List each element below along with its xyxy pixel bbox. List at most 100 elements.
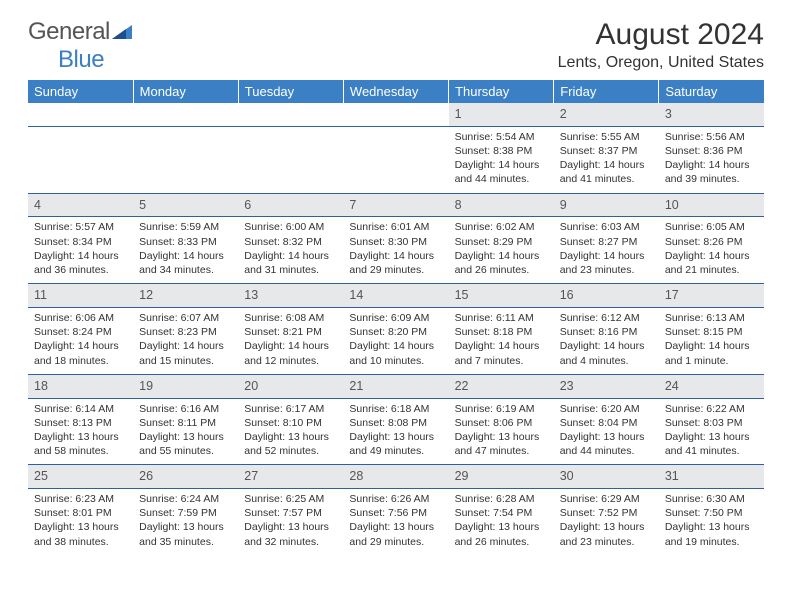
sunrise-text: Sunrise: 6:22 AM [665, 402, 758, 416]
sunset-text: Sunset: 8:30 PM [349, 235, 442, 249]
daylight1-text: Daylight: 13 hours [139, 520, 232, 534]
daylight1-text: Daylight: 14 hours [139, 249, 232, 263]
day-cell: Sunrise: 6:07 AMSunset: 8:23 PMDaylight:… [133, 308, 238, 375]
sunset-text: Sunset: 8:01 PM [34, 506, 127, 520]
sunrise-text: Sunrise: 6:02 AM [455, 220, 548, 234]
daylight2-text: and 1 minute. [665, 354, 758, 368]
day-number-cell: 6 [238, 193, 343, 217]
daylight1-text: Daylight: 13 hours [34, 520, 127, 534]
day-number-cell: 5 [133, 193, 238, 217]
week-number-row: 25262728293031 [28, 465, 764, 489]
day-header: Sunday [28, 80, 133, 103]
daylight1-text: Daylight: 14 hours [139, 339, 232, 353]
week-content-row: Sunrise: 6:14 AMSunset: 8:13 PMDaylight:… [28, 398, 764, 465]
sunset-text: Sunset: 7:54 PM [455, 506, 548, 520]
daylight2-text: and 47 minutes. [455, 444, 548, 458]
daylight1-text: Daylight: 14 hours [244, 339, 337, 353]
sunset-text: Sunset: 8:13 PM [34, 416, 127, 430]
sunrise-text: Sunrise: 5:56 AM [665, 130, 758, 144]
day-cell: Sunrise: 6:20 AMSunset: 8:04 PMDaylight:… [554, 398, 659, 465]
sunset-text: Sunset: 8:29 PM [455, 235, 548, 249]
sunrise-text: Sunrise: 6:03 AM [560, 220, 653, 234]
day-cell [343, 126, 448, 193]
sunset-text: Sunset: 8:18 PM [455, 325, 548, 339]
sunset-text: Sunset: 8:08 PM [349, 416, 442, 430]
sunrise-text: Sunrise: 6:17 AM [244, 402, 337, 416]
sunrise-text: Sunrise: 6:19 AM [455, 402, 548, 416]
sunset-text: Sunset: 8:15 PM [665, 325, 758, 339]
daylight1-text: Daylight: 13 hours [349, 430, 442, 444]
sunset-text: Sunset: 8:20 PM [349, 325, 442, 339]
daylight2-text: and 7 minutes. [455, 354, 548, 368]
sunset-text: Sunset: 8:24 PM [34, 325, 127, 339]
day-number-cell: 3 [659, 103, 764, 126]
daylight1-text: Daylight: 13 hours [34, 430, 127, 444]
day-cell: Sunrise: 6:23 AMSunset: 8:01 PMDaylight:… [28, 489, 133, 555]
day-cell: Sunrise: 6:18 AMSunset: 8:08 PMDaylight:… [343, 398, 448, 465]
day-number-cell: 31 [659, 465, 764, 489]
sunrise-text: Sunrise: 6:13 AM [665, 311, 758, 325]
sunrise-text: Sunrise: 5:54 AM [455, 130, 548, 144]
daylight2-text: and 36 minutes. [34, 263, 127, 277]
day-number-cell: 9 [554, 193, 659, 217]
sunrise-text: Sunrise: 6:12 AM [560, 311, 653, 325]
sunset-text: Sunset: 8:33 PM [139, 235, 232, 249]
sunrise-text: Sunrise: 6:06 AM [34, 311, 127, 325]
day-cell: Sunrise: 6:30 AMSunset: 7:50 PMDaylight:… [659, 489, 764, 555]
day-number-cell [133, 103, 238, 126]
daylight1-text: Daylight: 13 hours [349, 520, 442, 534]
logo-word1: General [28, 18, 110, 45]
day-number-cell: 26 [133, 465, 238, 489]
week-content-row: Sunrise: 6:23 AMSunset: 8:01 PMDaylight:… [28, 489, 764, 555]
sunset-text: Sunset: 8:34 PM [34, 235, 127, 249]
daylight2-text: and 41 minutes. [560, 172, 653, 186]
day-number-cell: 17 [659, 284, 764, 308]
day-cell: Sunrise: 6:00 AMSunset: 8:32 PMDaylight:… [238, 217, 343, 284]
day-number-cell: 23 [554, 374, 659, 398]
day-number-cell: 1 [449, 103, 554, 126]
month-title: August 2024 [558, 18, 764, 52]
sunrise-text: Sunrise: 6:20 AM [560, 402, 653, 416]
sunrise-text: Sunrise: 6:26 AM [349, 492, 442, 506]
sunrise-text: Sunrise: 6:18 AM [349, 402, 442, 416]
daylight1-text: Daylight: 14 hours [665, 158, 758, 172]
day-cell: Sunrise: 5:55 AMSunset: 8:37 PMDaylight:… [554, 126, 659, 193]
daylight2-text: and 29 minutes. [349, 263, 442, 277]
day-number-cell: 25 [28, 465, 133, 489]
day-cell: Sunrise: 5:56 AMSunset: 8:36 PMDaylight:… [659, 126, 764, 193]
daylight1-text: Daylight: 13 hours [665, 520, 758, 534]
daylight2-text: and 58 minutes. [34, 444, 127, 458]
sunset-text: Sunset: 8:23 PM [139, 325, 232, 339]
daylight1-text: Daylight: 14 hours [455, 339, 548, 353]
day-cell: Sunrise: 6:17 AMSunset: 8:10 PMDaylight:… [238, 398, 343, 465]
sunset-text: Sunset: 7:50 PM [665, 506, 758, 520]
daylight2-text: and 32 minutes. [244, 535, 337, 549]
daylight2-text: and 34 minutes. [139, 263, 232, 277]
day-number-cell: 27 [238, 465, 343, 489]
sunset-text: Sunset: 8:11 PM [139, 416, 232, 430]
day-number-cell: 16 [554, 284, 659, 308]
day-cell: Sunrise: 6:28 AMSunset: 7:54 PMDaylight:… [449, 489, 554, 555]
day-cell: Sunrise: 6:09 AMSunset: 8:20 PMDaylight:… [343, 308, 448, 375]
day-header: Wednesday [343, 80, 448, 103]
daylight2-text: and 44 minutes. [455, 172, 548, 186]
daylight2-text: and 31 minutes. [244, 263, 337, 277]
daylight2-text: and 10 minutes. [349, 354, 442, 368]
daylight1-text: Daylight: 14 hours [560, 158, 653, 172]
daylight2-text: and 26 minutes. [455, 535, 548, 549]
daylight1-text: Daylight: 14 hours [349, 249, 442, 263]
day-number-cell: 20 [238, 374, 343, 398]
day-cell: Sunrise: 6:06 AMSunset: 8:24 PMDaylight:… [28, 308, 133, 375]
day-cell: Sunrise: 5:59 AMSunset: 8:33 PMDaylight:… [133, 217, 238, 284]
sunrise-text: Sunrise: 5:59 AM [139, 220, 232, 234]
daylight2-text: and 26 minutes. [455, 263, 548, 277]
day-cell [238, 126, 343, 193]
sunset-text: Sunset: 7:59 PM [139, 506, 232, 520]
week-number-row: 11121314151617 [28, 284, 764, 308]
sunrise-text: Sunrise: 6:14 AM [34, 402, 127, 416]
sunset-text: Sunset: 8:27 PM [560, 235, 653, 249]
calendar-body: 123Sunrise: 5:54 AMSunset: 8:38 PMDaylig… [28, 103, 764, 555]
daylight1-text: Daylight: 13 hours [455, 520, 548, 534]
day-number-cell: 7 [343, 193, 448, 217]
sunset-text: Sunset: 8:04 PM [560, 416, 653, 430]
